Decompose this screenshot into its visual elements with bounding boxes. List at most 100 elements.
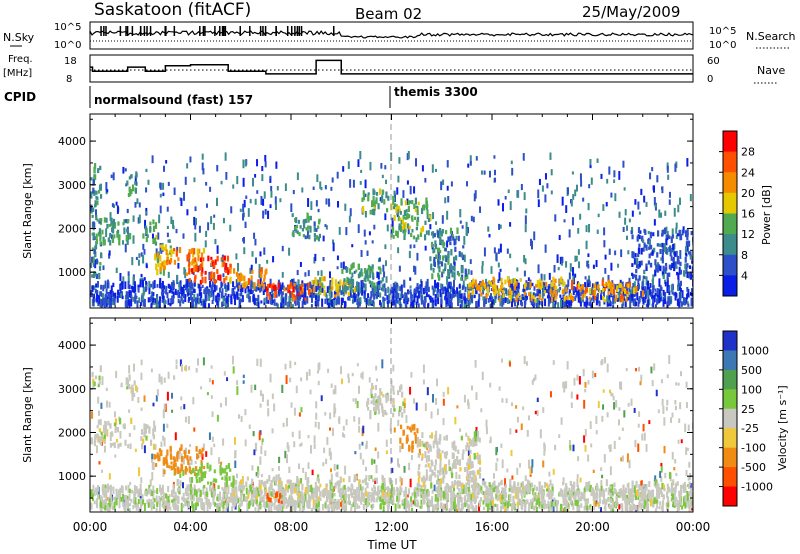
power-cell (544, 173, 547, 180)
power-cell (440, 283, 443, 288)
power-cell (342, 287, 345, 293)
power-cell (517, 190, 520, 198)
velocity-cell (260, 504, 263, 508)
power-cell (318, 233, 322, 239)
velocity-cell (432, 440, 435, 449)
power-cell (438, 260, 442, 265)
power-cell (180, 286, 183, 295)
velocity-cell (654, 475, 657, 482)
velocity-cell (599, 507, 602, 512)
power-cell (171, 287, 174, 292)
power-colorbar-label: Power [dB] (760, 185, 773, 245)
power-cell (185, 272, 188, 276)
velocity-cell (416, 499, 419, 508)
velocity-cell (398, 504, 401, 509)
power-cell (638, 235, 641, 240)
velocity-cell (190, 483, 193, 491)
power-cell (511, 167, 514, 176)
power-cell (384, 165, 387, 170)
power-cell (188, 261, 191, 267)
power-cell (224, 152, 227, 161)
power-cell (541, 292, 544, 300)
velocity-cell (609, 466, 612, 476)
velocity-cell (431, 501, 434, 507)
power-cell (549, 152, 552, 160)
velocity-cell (109, 432, 112, 441)
power-cell (621, 303, 624, 308)
velocity-cell (181, 496, 184, 501)
power-cell (127, 271, 130, 277)
power-cell (487, 226, 490, 232)
power-cell (111, 203, 114, 208)
velocity-cell (105, 387, 108, 392)
velocity-cell (436, 493, 439, 498)
power-cell (372, 301, 375, 307)
nsearch-label: N.Search (746, 30, 796, 43)
power-cell (317, 208, 320, 213)
velocity-cell (615, 493, 618, 497)
power-cell (382, 264, 385, 272)
power-cell (444, 286, 447, 291)
power-cell (472, 288, 475, 295)
power-cell (394, 203, 397, 208)
power-cell (181, 292, 184, 297)
velocity-cell (381, 359, 384, 369)
velocity-cell (682, 497, 685, 507)
power-cell (420, 286, 423, 295)
power-cell (671, 234, 675, 239)
power-cell (154, 298, 157, 304)
power-cell (145, 237, 148, 243)
power-cell (378, 284, 381, 290)
power-cell (130, 299, 133, 307)
velocity-cell (321, 489, 324, 494)
velocity-cell (197, 450, 200, 459)
velocity-cell (220, 461, 223, 465)
power-cell (242, 203, 245, 213)
power-cell (110, 285, 113, 293)
power-cell (430, 263, 433, 271)
velocity-cell (583, 435, 586, 443)
velocity-cell (156, 389, 159, 397)
power-cell (93, 293, 96, 299)
power-cell (440, 181, 443, 191)
power-cell (545, 281, 548, 287)
power-cell (577, 282, 581, 288)
velocity-cell (372, 503, 375, 508)
power-cell (171, 282, 174, 288)
power-cell (145, 280, 148, 289)
power-cell (432, 267, 435, 273)
velocity-cell (332, 486, 335, 493)
power-cell (469, 282, 472, 287)
velocity-cell (492, 473, 495, 479)
velocity-cell (149, 479, 152, 487)
power-cell (115, 201, 118, 206)
velocity-cell (166, 496, 169, 503)
power-cell (203, 300, 206, 308)
velocity-cell (430, 411, 433, 419)
velocity-cell (518, 463, 521, 468)
power-cell (178, 247, 182, 254)
power-cell (128, 299, 131, 306)
power-cell (134, 202, 137, 208)
power-cell (527, 292, 531, 297)
velocity-cell (508, 483, 511, 492)
power-cell (314, 276, 317, 284)
power-cell (174, 288, 177, 295)
power-cell (359, 300, 362, 304)
power-cell (494, 284, 497, 289)
power-cell (465, 297, 468, 301)
power-cell (640, 247, 643, 255)
power-cell (377, 288, 380, 296)
power-cell (214, 259, 217, 265)
velocity-cell (91, 498, 94, 502)
velocity-cell (577, 495, 580, 504)
power-cell (140, 252, 143, 257)
power-cell (434, 279, 437, 289)
power-cell (294, 226, 297, 230)
velocity-cell (112, 505, 115, 511)
power-cell (182, 293, 185, 299)
power-cell (357, 296, 360, 302)
power-cell (226, 255, 230, 262)
velocity-cell (315, 503, 318, 509)
